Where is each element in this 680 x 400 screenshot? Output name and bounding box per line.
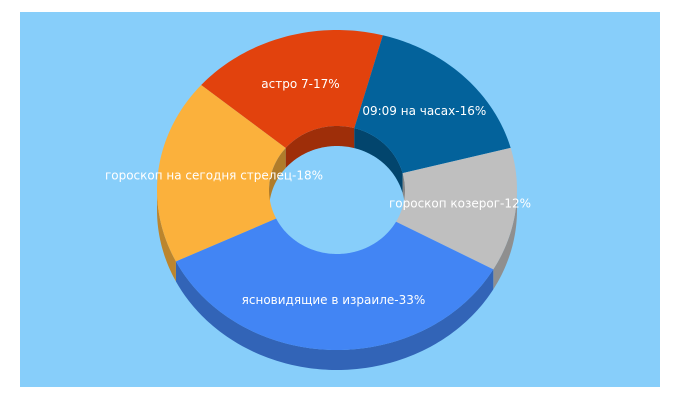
hole-side	[285, 126, 355, 169]
slice	[175, 218, 494, 350]
hole-side	[354, 128, 403, 194]
slice-label: гороскоп козерог-12%	[389, 196, 531, 210]
slice	[201, 30, 383, 149]
slice-label: гороскоп на сегодня стрелец-18%	[105, 169, 323, 183]
slice	[157, 85, 286, 262]
slice-label: астро 7-17%	[261, 77, 339, 91]
slice-label: 09:09 на часах-16%	[362, 104, 486, 118]
slice-label: ясновидящие в израиле-33%	[242, 293, 426, 307]
slice-side	[493, 190, 517, 290]
slice-side	[175, 261, 494, 370]
slice	[354, 35, 511, 174]
slice-side	[157, 190, 176, 282]
slice	[396, 147, 517, 270]
hole-side	[269, 148, 286, 210]
